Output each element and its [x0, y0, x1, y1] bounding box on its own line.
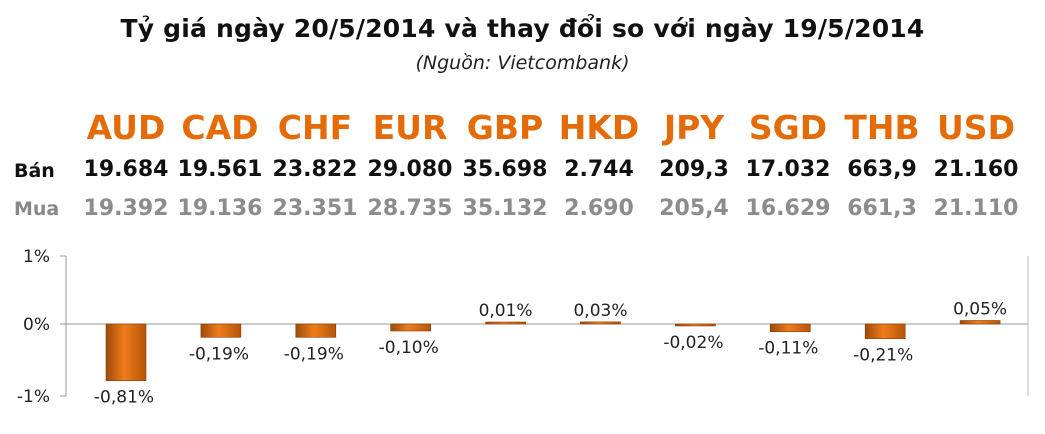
currency-code: CAD [181, 108, 259, 147]
sell-rate: 29.080 [367, 157, 453, 182]
buy-rate: 28.735 [367, 196, 453, 221]
currency-code: THB [844, 108, 920, 147]
sell-rate: 21.160 [933, 157, 1019, 182]
data-label: -0,21% [853, 346, 913, 366]
chart-title: Tỷ giá ngày 20/5/2014 và thay đổi so với… [120, 14, 925, 43]
currency-code: AUD [86, 108, 166, 147]
sell-rate: 17.032 [745, 157, 831, 182]
data-label: -0,19% [189, 344, 249, 364]
bar-jpy [675, 323, 716, 327]
bar-gbp [485, 321, 526, 325]
sell-rate: 23.822 [272, 157, 358, 182]
currency-code: HKD [558, 108, 640, 147]
y-tick-label: 1% [23, 247, 50, 267]
bar-sgd [769, 323, 811, 332]
data-label: -0,11% [758, 339, 818, 359]
y-tick-label: -1% [17, 387, 50, 407]
bar-aud [105, 323, 147, 382]
buy-rate: 19.136 [177, 196, 263, 221]
y-tick-label: 0% [23, 315, 50, 335]
sell-rate: 2.744 [564, 157, 634, 182]
data-label: 0,05% [953, 300, 1007, 320]
bar-eur [390, 323, 432, 332]
buy-rate: 16.629 [745, 196, 831, 221]
bar-usd [959, 320, 1001, 325]
data-label: 0,03% [573, 301, 627, 321]
bar-thb [864, 323, 906, 339]
data-label: -0,19% [284, 344, 344, 364]
data-label: -0,81% [94, 388, 154, 408]
currency-code: GBP [466, 108, 544, 147]
buy-rate: 661,3 [847, 196, 917, 221]
data-label: -0,02% [663, 333, 723, 353]
buy-rate: 21.110 [933, 196, 1019, 221]
bar-cad [200, 323, 242, 338]
currency-code: EUR [372, 108, 448, 147]
sell-rate: 663,9 [847, 157, 917, 182]
buy-rate: 35.132 [462, 196, 548, 221]
buy-rate: 19.392 [83, 196, 169, 221]
sell-rate: 209,3 [659, 157, 729, 182]
buy-rate: 205,4 [659, 196, 729, 221]
bar-hkd [580, 321, 621, 325]
buy-row-label: Mua [14, 198, 60, 220]
data-label: 0,01% [479, 301, 533, 321]
currency-code: SGD [748, 108, 828, 147]
currency-code: USD [937, 108, 1015, 147]
sell-row-label: Bán [14, 160, 55, 182]
chart-subtitle: (Nguồn: Vietcombank) [415, 52, 630, 74]
bar-chf [295, 323, 337, 338]
sell-rate: 19.561 [177, 157, 263, 182]
buy-rate: 23.351 [272, 196, 358, 221]
sell-rate: 19.684 [83, 157, 169, 182]
sell-rate: 35.698 [462, 157, 548, 182]
currency-code: CHF [277, 108, 353, 147]
data-label: -0,10% [379, 338, 439, 358]
currency-code: JPY [663, 108, 725, 147]
change-bar-chart: 1% 0% -1% -0,81% -0,19% -0,19% -0,10% 0,01% 0… [17, 247, 1029, 408]
buy-rate: 2.690 [564, 196, 634, 221]
